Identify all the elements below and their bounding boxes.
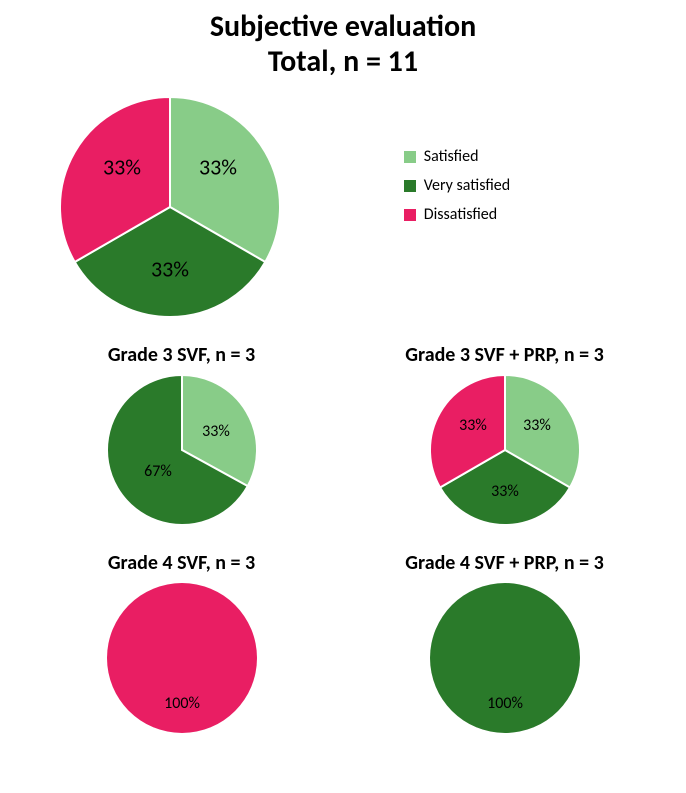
subtitle-g4-svf: Grade 4 SVF, n = 3: [108, 551, 255, 575]
legend-label: Very satisfied: [424, 176, 510, 195]
svg-text:33%: 33%: [491, 482, 519, 501]
row-total: 33% 33% 33% Satisfied Very satisfied Dissati…: [20, 97, 666, 317]
total-pie-col: 33% 33% 33%: [20, 97, 394, 317]
svg-text:67%: 67%: [144, 462, 172, 481]
figure-title: Subjective evaluation Total, n = 11: [20, 10, 666, 79]
pie-chart-g3-svf-prp: 33% 33% 33%: [430, 375, 580, 525]
subtitle-g3-svf: Grade 3 SVF, n = 3: [108, 343, 255, 367]
pie-chart-g3-svf: 33% 67%: [107, 375, 257, 525]
pie-chart-g4-svf: 100%: [107, 583, 257, 733]
legend-swatch: [404, 151, 416, 163]
svg-text:33%: 33%: [103, 153, 141, 180]
col-g4-svf: Grade 4 SVF, n = 3 100%: [20, 551, 343, 733]
legend-item: Very satisfied: [404, 176, 510, 195]
legend-swatch: [404, 180, 416, 192]
svg-text:33%: 33%: [199, 153, 237, 180]
svg-text:33%: 33%: [202, 422, 230, 441]
svg-text:100%: 100%: [164, 694, 200, 713]
legend-col: Satisfied Very satisfied Dissatisfied: [394, 97, 666, 224]
col-g3-svf-prp: Grade 3 SVF + PRP, n = 3 33% 33% 33%: [343, 343, 666, 525]
col-g4-svf-prp: Grade 4 SVF + PRP, n = 3 100%: [343, 551, 666, 733]
title-line-1: Subjective evaluation: [20, 10, 666, 45]
pie-chart-total: 33% 33% 33%: [60, 97, 280, 317]
subtitle-g3-svf-prp: Grade 3 SVF + PRP, n = 3: [405, 343, 603, 367]
pie-chart-g4-svf-prp: 100%: [430, 583, 580, 733]
legend-label: Satisfied: [424, 147, 479, 166]
svg-text:33%: 33%: [151, 255, 189, 282]
legend-label: Dissatisfied: [424, 205, 497, 224]
svg-text:33%: 33%: [523, 416, 551, 435]
col-g3-svf: Grade 3 SVF, n = 3 33% 67%: [20, 343, 343, 525]
figure-frame: Subjective evaluation Total, n = 11 33%3…: [0, 0, 686, 793]
row-grade3: Grade 3 SVF, n = 3 33% 67% Grade 3 SVF + …: [20, 343, 666, 525]
legend-swatch: [404, 209, 416, 221]
title-line-2: Total, n = 11: [20, 45, 666, 80]
legend-item: Dissatisfied: [404, 205, 510, 224]
svg-text:100%: 100%: [487, 694, 523, 713]
svg-text:33%: 33%: [459, 416, 487, 435]
row-grade4: Grade 4 SVF, n = 3 100% Grade 4 SVF + PR…: [20, 551, 666, 733]
legend: Satisfied Very satisfied Dissatisfied: [404, 147, 510, 224]
legend-item: Satisfied: [404, 147, 510, 166]
subtitle-g4-svf-prp: Grade 4 SVF + PRP, n = 3: [405, 551, 603, 575]
